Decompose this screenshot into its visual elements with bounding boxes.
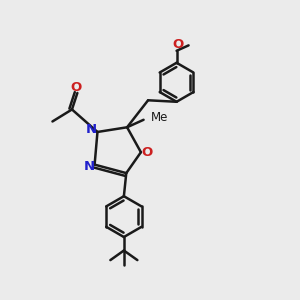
Text: O: O xyxy=(141,146,152,159)
Text: N: N xyxy=(85,123,96,136)
Text: N: N xyxy=(84,160,95,172)
Text: O: O xyxy=(172,38,184,51)
Text: O: O xyxy=(70,81,82,94)
Text: Me: Me xyxy=(151,111,169,124)
